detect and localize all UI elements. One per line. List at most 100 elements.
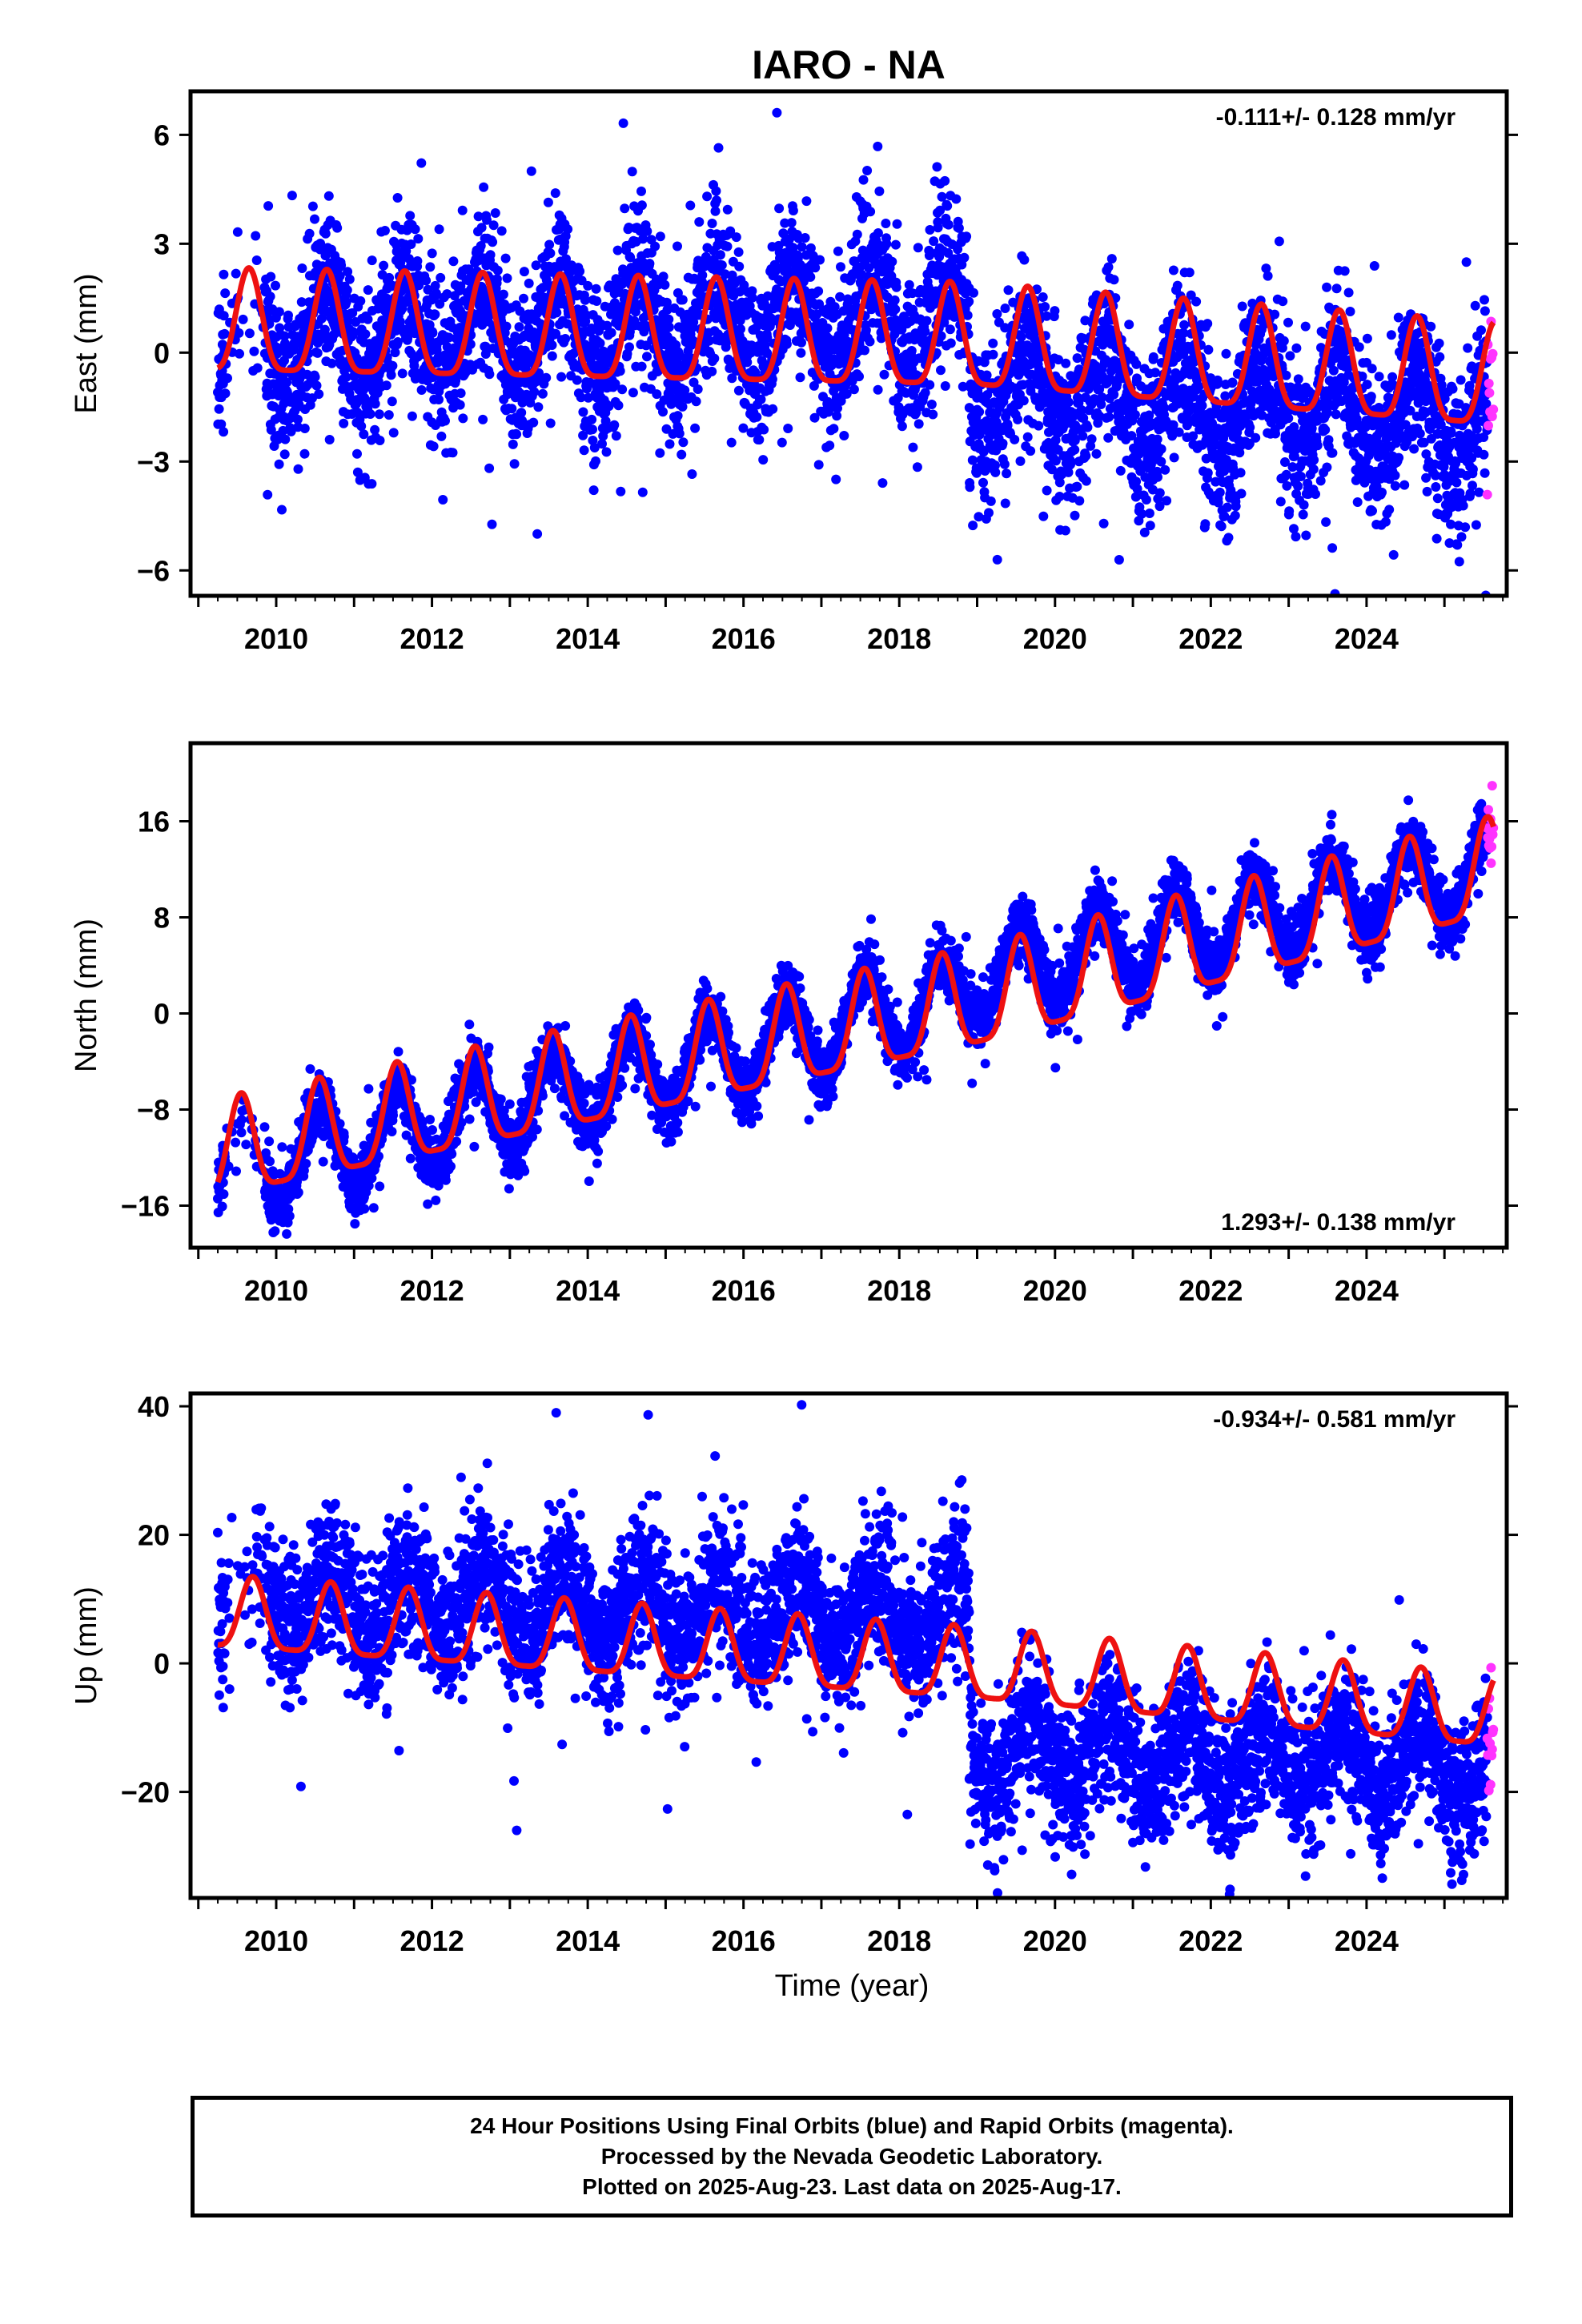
point-final-east-4214 (1279, 336, 1289, 346)
point-final-east-564 (383, 410, 394, 420)
point-final-east-589 (390, 348, 400, 358)
point-final-east-4382 (1320, 424, 1331, 435)
point-final-east-3371 (1072, 353, 1082, 364)
point-final-east-4602 (1374, 372, 1384, 382)
point-final-east-866 (458, 413, 468, 424)
point-final-east-4682 (1394, 452, 1404, 463)
point-final-east-2499 (858, 175, 869, 185)
point-final-east-1409 (591, 283, 601, 294)
point-final-east-857 (456, 388, 466, 398)
point-final-east-2905 (958, 381, 968, 392)
point-final-east-974 (484, 369, 495, 380)
point-final-east-24 (219, 269, 229, 279)
point-final-east-4209 (1278, 296, 1288, 307)
point-final-east-2856 (946, 338, 956, 348)
point-final-east-4929 (1454, 557, 1464, 567)
point-final-east-3498 (1103, 262, 1114, 272)
point-final-east-2945 (968, 521, 978, 531)
point-final-east-1008 (492, 265, 503, 275)
point-final-east-2081 (756, 394, 766, 404)
point-final-east-4661 (1388, 549, 1399, 560)
point-final-east-667 (409, 360, 420, 371)
point-final-east-2673 (901, 388, 911, 398)
point-final-east-1757 (677, 449, 687, 460)
point-final-east-793 (440, 416, 450, 426)
point-final-east-753 (430, 280, 440, 291)
point-final-east-3045 (992, 554, 1002, 565)
point-final-east-3542 (1114, 555, 1124, 565)
point-final-east-4667 (1390, 470, 1400, 480)
point-final-east-610 (395, 316, 405, 327)
point-final-east-1391 (587, 414, 597, 424)
point-final-east-23 (219, 427, 229, 437)
point-final-east-2725 (913, 419, 924, 429)
point-final-east-3974 (1220, 391, 1231, 401)
point-final-east-4224 (1281, 469, 1291, 480)
point-final-east-527 (375, 436, 385, 445)
point-final-east-1847 (698, 282, 709, 292)
point-final-east-1998 (736, 324, 745, 334)
point-final-east-1740 (673, 241, 682, 251)
point-final-east-4963 (1463, 343, 1473, 353)
point-final-east-3698 (1152, 434, 1162, 444)
point-final-east-4429 (1331, 283, 1342, 294)
point-final-east-1040 (500, 253, 511, 263)
point-final-east-1433 (597, 439, 607, 449)
point-final-east-418 (348, 327, 359, 337)
point-final-east-5 (214, 404, 224, 414)
point-final-east-4902 (1447, 384, 1458, 394)
point-final-east-3880 (1197, 400, 1207, 411)
point-final-east-4255 (1289, 422, 1299, 432)
point-final-east-2816 (936, 331, 946, 341)
point-final-east-4179 (1271, 428, 1280, 439)
point-final-east-3653 (1141, 495, 1151, 505)
point-final-east-1709 (665, 439, 675, 449)
point-final-east-3406 (1081, 451, 1091, 461)
point-final-east-3143 (1016, 332, 1026, 342)
point-final-east-1356 (578, 407, 588, 417)
point-final-east-827 (448, 256, 459, 267)
point-final-east-2420 (839, 431, 849, 440)
point-final-east-353 (332, 223, 343, 233)
point-final-east-942 (476, 223, 487, 233)
point-final-east-4015 (1230, 510, 1240, 521)
point-final-east-1992 (734, 261, 745, 271)
point-final-east-1793 (685, 200, 696, 211)
point-final-east-2403 (835, 292, 845, 302)
x-axis-label: Time (year) (775, 1969, 930, 2003)
point-final-east-1483 (609, 420, 620, 430)
point-final-east-2634 (891, 282, 901, 292)
point-final-east-3077 (1000, 304, 1010, 313)
point-final-east-2889 (954, 223, 964, 233)
point-final-east-1908 (713, 143, 724, 153)
point-final-east-4837 (1431, 533, 1442, 544)
point-final-east-390 (341, 372, 351, 382)
point-final-east-4668 (1390, 480, 1400, 491)
point-final-east-1451 (601, 447, 612, 457)
point-final-east-3370 (1072, 481, 1082, 492)
point-final-east-4643 (1384, 505, 1395, 515)
point-final-east-4239 (1285, 351, 1295, 361)
point-final-east-4553 (1362, 380, 1372, 390)
point-final-east-2814 (936, 365, 946, 376)
point-final-east-3959 (1216, 521, 1227, 532)
point-final-east-769 (434, 224, 444, 235)
point-final-east-1762 (677, 295, 688, 305)
point-final-east-305 (320, 251, 331, 261)
point-final-east-1507 (615, 366, 625, 376)
point-final-east-650 (405, 211, 416, 221)
point-final-east-3763 (1168, 420, 1178, 430)
point-final-east-2944 (967, 455, 978, 465)
point-final-east-448 (355, 296, 366, 306)
point-final-east-2559 (873, 228, 883, 238)
point-final-east-331 (327, 358, 337, 368)
point-final-east-2267 (801, 196, 812, 207)
point-final-east-2431 (841, 388, 852, 399)
point-final-east-4328 (1307, 423, 1317, 433)
point-final-east-4841 (1432, 493, 1443, 504)
point-final-east-1024 (496, 226, 507, 236)
point-final-east-696 (416, 158, 427, 168)
point-final-east-1471 (606, 328, 616, 338)
point-final-east-3002 (982, 370, 992, 380)
point-final-east-2577 (877, 478, 888, 489)
